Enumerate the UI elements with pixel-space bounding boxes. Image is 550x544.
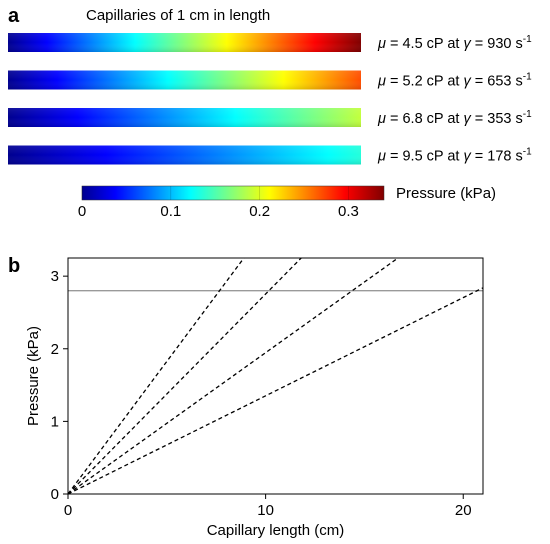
- colorbar-label: Pressure (kPa): [396, 185, 496, 202]
- x-axis-ticks: 0 10 20: [64, 494, 472, 519]
- y-tick-label: 0: [51, 486, 59, 503]
- colorbar: 0 0.1 0.2 0.3 Pressure (kPa): [78, 185, 496, 220]
- capillary-shading: [8, 108, 361, 127]
- panel-a-label: a: [8, 5, 20, 27]
- colorbar-tick-label: 0.2: [249, 203, 270, 220]
- series-line: [67, 257, 399, 495]
- capillary-label: μ = 5.2 cP at γ = 653 s-1: [377, 72, 532, 90]
- colorbar-tick-label: 0: [78, 203, 86, 220]
- x-tick-label: 20: [455, 502, 472, 519]
- panel-a-title: Capillaries of 1 cm in length: [86, 7, 270, 24]
- colorbar-ticks: 0 0.1 0.2 0.3: [78, 186, 359, 220]
- x-tick-label: 10: [257, 502, 274, 519]
- capillary: μ = 6.8 cP at γ = 353 s-1: [8, 108, 532, 127]
- capillary-list: μ = 4.5 cP at γ = 930 s-1 μ = 5.2 cP at γ…: [8, 33, 532, 165]
- y-tick-label: 3: [51, 268, 59, 285]
- capillary-label: μ = 6.8 cP at γ = 353 s-1: [377, 109, 532, 127]
- capillary-label: μ = 4.5 cP at γ = 930 s-1: [377, 34, 532, 52]
- panel-b-label: b: [8, 255, 20, 277]
- y-tick-label: 2: [51, 341, 59, 358]
- y-axis-ticks: 0 1 2 3: [51, 268, 68, 503]
- capillary: μ = 5.2 cP at γ = 653 s-1: [8, 70, 532, 90]
- capillary-label: μ = 9.5 cP at γ = 178 s-1: [377, 147, 532, 165]
- y-axis-label: Pressure (kPa): [25, 326, 42, 426]
- series-line: [67, 257, 245, 495]
- series-group: [67, 257, 484, 495]
- x-tick-label: 0: [64, 502, 72, 519]
- x-axis-label: Capillary length (cm): [207, 522, 345, 539]
- capillary: μ = 4.5 cP at γ = 930 s-1: [8, 33, 532, 52]
- capillary-shading: [8, 70, 361, 90]
- colorbar-tick-label: 0.1: [160, 203, 181, 220]
- colorbar-gradient: [81, 185, 385, 201]
- capillary-shading: [8, 145, 361, 165]
- y-tick-label: 1: [51, 413, 59, 430]
- line-chart: 0 1 2 3 0 10 20 Capillary length (cm) Pressur…: [25, 257, 484, 539]
- capillary: μ = 9.5 cP at γ = 178 s-1: [8, 145, 532, 165]
- series-line: [67, 287, 484, 495]
- colorbar-tick-label: 0.3: [338, 203, 359, 220]
- plot-area-frame: [67, 257, 484, 495]
- series-line: [67, 257, 302, 495]
- capillary-shading: [8, 33, 361, 52]
